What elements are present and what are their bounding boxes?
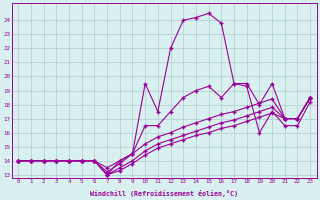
- X-axis label: Windchill (Refroidissement éolien,°C): Windchill (Refroidissement éolien,°C): [90, 190, 238, 197]
